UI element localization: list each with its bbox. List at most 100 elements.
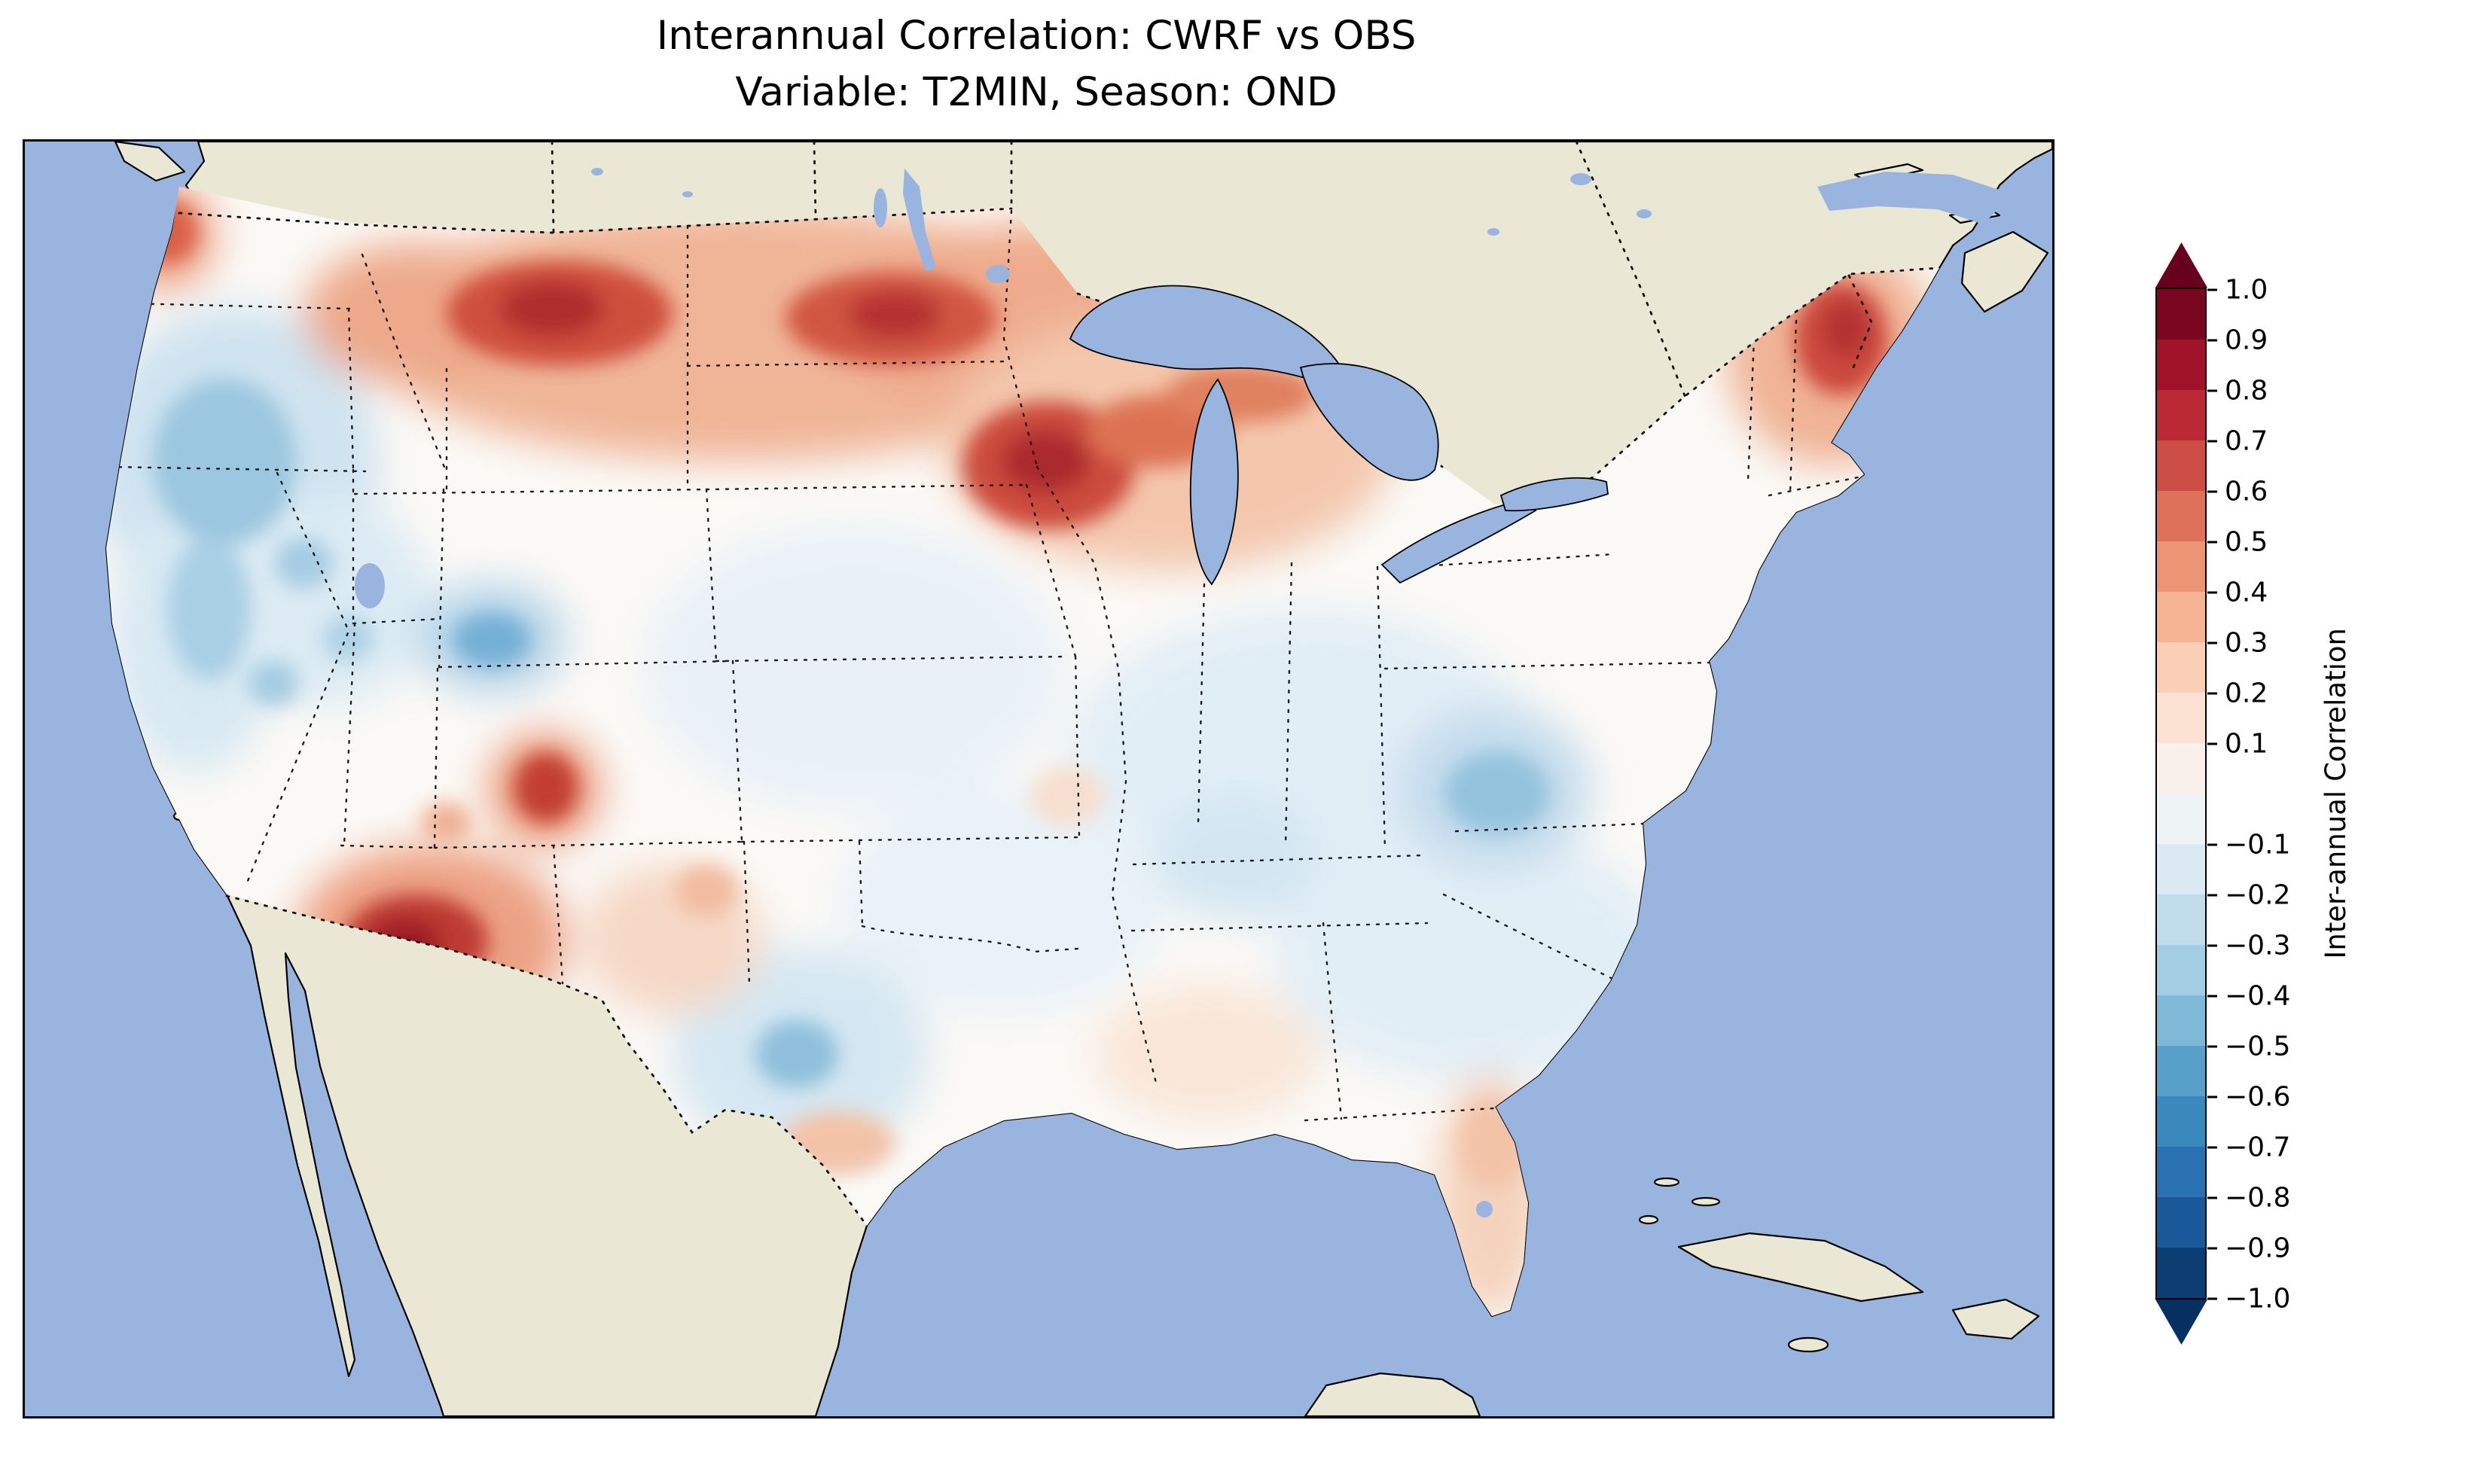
colorbar-tick: 0.6 [2207,476,2268,507]
colorbar-tick-mark [2207,389,2217,392]
colorbar-tick-mark [2207,1196,2217,1199]
colorbar-segment [2157,592,2205,642]
colorbar-tick-label: 0.8 [2225,375,2268,406]
colorbar-tick: 0.5 [2207,526,2268,557]
canadian-lake [1487,228,1499,236]
colorbar-tick: −0.1 [2207,829,2290,860]
colorbar-tick-label: −1.0 [2225,1283,2291,1314]
colorbar-segment [2157,794,2205,844]
colorbar-tick: 0.8 [2207,375,2268,406]
colorbar-segment [2157,1147,2205,1197]
us-mexico-border [225,894,868,1227]
colorbar-tick: 0.1 [2207,728,2268,759]
colorbar-segment [2157,491,2205,541]
colorbar-tick-label: 0.3 [2225,627,2268,658]
colorbar-tick-mark [2207,288,2217,291]
colorbar-tick: 0.9 [2207,325,2268,355]
hispaniola [1951,1298,2040,1340]
colorbar-tick-label: 1.0 [2225,274,2268,305]
colorbar-tick-mark [2207,440,2217,442]
colorbar-tick-mark [2207,843,2217,846]
colorbar-tick-label: −0.3 [2225,930,2291,961]
colorbar-label-text: Inter-annual Correlation [2320,628,2352,959]
great-salt-lake [355,563,385,608]
colorbar-segment [2157,340,2205,390]
canadian-lake [591,168,603,175]
vancouver-island [114,142,186,182]
colorbar-tick-mark [2207,541,2217,543]
colorbar-tick-label: 0.2 [2225,678,2268,708]
colorbar-extend-top [2155,242,2207,288]
colorbar-tick: −0.4 [2207,980,2290,1011]
lake-michigan [1189,378,1239,586]
colorbar-segment [2157,1248,2205,1298]
colorbar-tick: −0.8 [2207,1182,2290,1213]
us-correlation-map [25,142,2052,1416]
colorbar-tick-mark [2207,339,2217,341]
title-line-2: Variable: T2MIN, Season: OND [735,69,1338,116]
colorbar-segment [2157,945,2205,995]
lake-manitoba [874,188,887,227]
colorbar-tick-label: 0.1 [2225,728,2268,759]
colorbar-segments [2155,288,2207,1300]
colorbar-tick-label: −0.9 [2225,1233,2291,1263]
great-lakes [1069,285,1609,586]
colorbar-axis-label: Inter-annual Correlation [2320,289,2352,1298]
colorbar-tick-mark [2207,944,2217,946]
colorbar-segment [2157,743,2205,794]
colorbar-tick-mark [2207,1297,2217,1300]
colorbar-tick-mark [2207,995,2217,997]
colorbar-segment [2157,1096,2205,1147]
bahamas-island [1653,1177,1680,1187]
figure-title: Interannual Correlation: CWRF vs OBS Var… [23,8,2050,121]
bahamas-island [1638,1214,1659,1225]
nova-scotia [1960,230,2049,313]
colorbar-segment [2157,390,2205,440]
colorbar-tick-mark [2207,692,2217,694]
colorbar-segment [2157,642,2205,693]
colorbar-tick-mark [2207,1045,2217,1047]
bahamas-island [1691,1196,1721,1207]
colorbar-tick-label: 0.4 [2225,577,2268,608]
colorbar-tick-mark [2207,591,2217,593]
colorbar-tick: 0.3 [2207,627,2268,658]
colorbar-tick-label: −0.5 [2225,1031,2291,1062]
colorbar-tick-mark [2207,894,2217,896]
colorbar-bar [2155,242,2207,1345]
colorbar-tick-label: 0.9 [2225,325,2268,355]
state-borders [108,209,1859,1122]
cuba [1677,1232,1924,1303]
colorbar-tick-label: −0.6 [2225,1081,2291,1112]
gulf-of-st-lawrence [1817,172,2013,224]
colorbar-tick-mark [2207,641,2217,644]
colorbar-tick-mark [2207,1095,2217,1098]
canadian-lake [1637,209,1652,218]
colorbar-segment [2157,289,2205,340]
jamaica [1787,1336,1829,1353]
colorbar-tick: 1.0 [2207,274,2268,305]
colorbar-tick: −1.0 [2207,1283,2290,1314]
small-lakes [355,168,2013,1217]
lake-winnipeg [903,169,936,271]
colorbar-tick: −0.2 [2207,879,2290,910]
colorbar-tick-label: −0.7 [2225,1132,2291,1163]
colorbar-segment [2157,995,2205,1046]
colorbar-tick-label: −0.8 [2225,1182,2291,1213]
colorbar-tick: 0.7 [2207,425,2268,456]
colorbar-tick: −0.3 [2207,930,2290,961]
colorbar-ticks: 1.0 0.9 0.8 0.7 0.6 0.5 0.4 0.3 0.2 0.1 −0.1 −0.2 −0… [2207,274,2328,1314]
colorbar-tick-mark [2207,490,2217,492]
yucatan-peninsula [1304,1372,1481,1416]
colorbar-segment [2157,693,2205,743]
lake-of-the-woods [986,265,1010,283]
colorbar-tick: −0.5 [2207,1031,2290,1062]
map-frame [23,139,2055,1418]
colorbar-tick-label: −0.2 [2225,879,2291,910]
colorbar-tick: 0.2 [2207,678,2268,708]
lake-erie [1380,499,1537,584]
lake-huron [1299,363,1439,481]
colorbar-segment [2157,541,2205,592]
colorbar-tick-label: 0.6 [2225,476,2268,507]
colorbar-tick: −0.9 [2207,1233,2290,1263]
colorbar-tick-label: −0.1 [2225,829,2291,860]
